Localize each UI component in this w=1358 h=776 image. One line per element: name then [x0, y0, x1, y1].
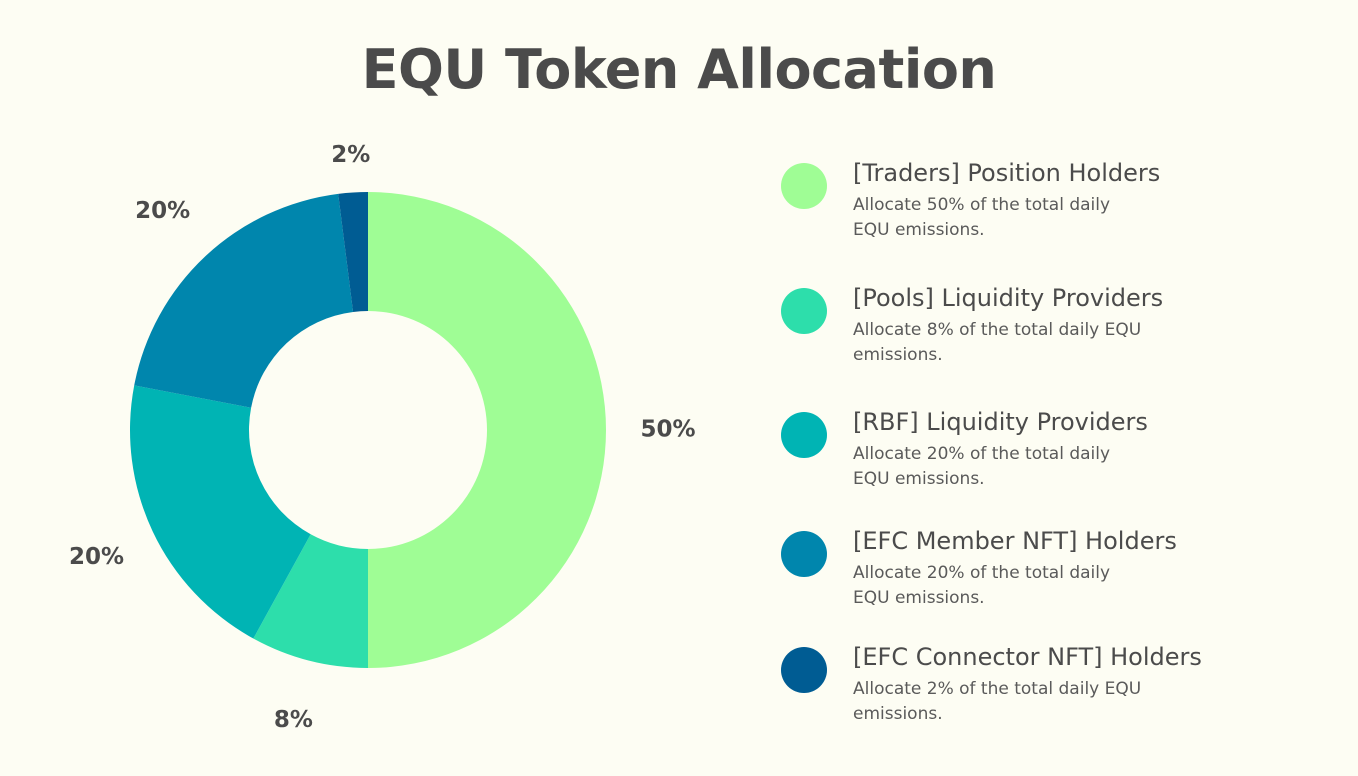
- legend-swatch: [781, 531, 827, 577]
- legend-description: Allocate 50% of the total daily EQU emis…: [853, 195, 1111, 240]
- slice-4: [134, 193, 354, 408]
- slice-5: [338, 192, 368, 312]
- legend-description: Allocate 8% of the total daily EQU emiss…: [853, 320, 1142, 365]
- legend-item: [RBF] Liquidity Providers Allocate 20% of…: [781, 408, 1341, 502]
- legend-item: [EFC Member NFT] Holders Allocate 20% of …: [781, 527, 1341, 621]
- legend-description: Allocate 20% of the total daily EQU emis…: [853, 444, 1111, 489]
- slice-label-5: 2%: [331, 142, 370, 168]
- legend-item: [EFC Connector NFT] Holders Allocate 2% o…: [781, 643, 1341, 737]
- slice-label-1: 50%: [640, 417, 695, 443]
- legend-description: Allocate 2% of the total daily EQU emiss…: [853, 679, 1142, 724]
- chart-title: EQU Token Allocation: [361, 38, 997, 101]
- slice-2: [253, 534, 368, 668]
- slice-label-3: 20%: [69, 544, 124, 570]
- legend-swatch: [781, 288, 827, 334]
- legend-title: [RBF] Liquidity Providers: [853, 408, 1148, 436]
- slice-label-4: 20%: [135, 198, 190, 224]
- legend-item: [Traders] Position Holders Allocate 50% o…: [781, 159, 1341, 253]
- slice-1: [368, 192, 606, 668]
- legend-swatch: [781, 412, 827, 458]
- legend-title: [Pools] Liquidity Providers: [853, 284, 1164, 312]
- legend-swatch: [781, 647, 827, 693]
- donut-chart: 50% 8% 20% 20% 2%: [69, 142, 696, 733]
- slice-3: [130, 385, 311, 639]
- legend-swatch: [781, 163, 827, 209]
- legend-item: [Pools] Liquidity Providers Allocate 8% o…: [781, 284, 1341, 378]
- legend-description: Allocate 20% of the total daily EQU emis…: [853, 563, 1111, 608]
- slice-label-2: 8%: [274, 707, 313, 733]
- legend-title: [EFC Member NFT] Holders: [853, 527, 1177, 555]
- legend-title: [Traders] Position Holders: [853, 159, 1161, 187]
- legend-title: [EFC Connector NFT] Holders: [853, 643, 1202, 671]
